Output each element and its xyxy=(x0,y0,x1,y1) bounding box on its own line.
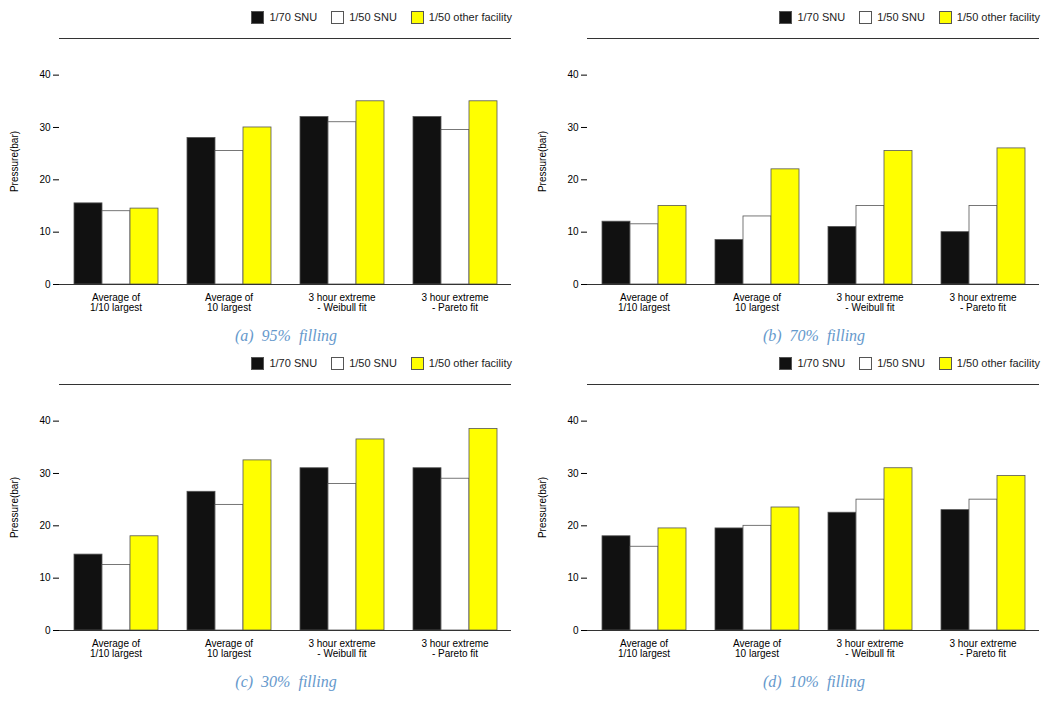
html-text:1/50 SNU: 1/50 SNU xyxy=(349,11,397,23)
svg-text:30: 30 xyxy=(39,468,51,479)
svg-text:40: 40 xyxy=(39,69,51,80)
svg-text:3 hour extreme- Pareto fit: 3 hour extreme- Pareto fit xyxy=(421,292,489,313)
html-text:(a) 95% filling: (a) 95% filling xyxy=(234,327,338,344)
svg-text:3 hour extreme- Weibull fit: 3 hour extreme- Weibull fit xyxy=(308,292,376,313)
svg-text:3 hour extreme- Weibull fit: 3 hour extreme- Weibull fit xyxy=(308,638,376,659)
svg-text:30: 30 xyxy=(567,468,579,479)
svg-text:0: 0 xyxy=(45,625,51,636)
svg-text:3 hour extreme- Pareto fit: 3 hour extreme- Pareto fit xyxy=(421,638,489,659)
svg-text:0: 0 xyxy=(573,279,579,290)
svg-text:Average of1/10 largest: Average of1/10 largest xyxy=(90,638,142,659)
svg-text:10: 10 xyxy=(567,572,579,583)
svg-text:3 hour extreme- Pareto fit: 3 hour extreme- Pareto fit xyxy=(949,638,1017,659)
html-text:1/50 SNU: 1/50 SNU xyxy=(877,11,925,23)
html-text:1/50 SNU: 1/50 SNU xyxy=(349,357,397,369)
html-text:1/50 other facility: 1/50 other facility xyxy=(428,11,512,23)
svg-text:10: 10 xyxy=(39,572,51,583)
svg-text:10: 10 xyxy=(567,226,579,237)
svg-text:40: 40 xyxy=(567,415,579,426)
svg-text:0: 0 xyxy=(45,279,51,290)
svg-text:40: 40 xyxy=(39,415,51,426)
html-text:1/70 SNU: 1/70 SNU xyxy=(797,357,846,369)
html-text:1/70 SNU: 1/70 SNU xyxy=(269,11,318,23)
html-text:(b) 70% filling: (b) 70% filling xyxy=(762,327,866,344)
svg-text:20: 20 xyxy=(567,174,579,185)
svg-text:Pressure(bar): Pressure(bar) xyxy=(537,131,548,192)
svg-text:30: 30 xyxy=(39,122,51,133)
svg-text:3 hour extreme- Pareto fit: 3 hour extreme- Pareto fit xyxy=(949,292,1017,313)
html-text:1/50 SNU: 1/50 SNU xyxy=(877,357,925,369)
svg-text:Average of1/10 largest: Average of1/10 largest xyxy=(90,292,142,313)
svg-text:Average of10 largest: Average of10 largest xyxy=(733,638,781,659)
svg-text:0: 0 xyxy=(573,625,579,636)
svg-text:Pressure(bar): Pressure(bar) xyxy=(9,131,20,192)
svg-text:30: 30 xyxy=(567,122,579,133)
svg-text:10: 10 xyxy=(39,226,51,237)
svg-text:40: 40 xyxy=(567,69,579,80)
svg-text:20: 20 xyxy=(39,174,51,185)
svg-text:20: 20 xyxy=(39,520,51,531)
html-text:(c) 30% filling: (c) 30% filling xyxy=(235,673,337,690)
html-text:(d) 10% filling: (d) 10% filling xyxy=(762,673,866,690)
html-text:1/50 other facility: 1/50 other facility xyxy=(956,11,1040,23)
svg-text:Average of1/10 largest: Average of1/10 largest xyxy=(618,638,670,659)
html-text:1/50 other facility: 1/50 other facility xyxy=(428,357,512,369)
svg-text:20: 20 xyxy=(567,520,579,531)
html-text:1/50 other facility: 1/50 other facility xyxy=(956,357,1040,369)
svg-text:Average of10 largest: Average of10 largest xyxy=(205,292,253,313)
svg-text:3 hour extreme- Weibull fit: 3 hour extreme- Weibull fit xyxy=(836,292,904,313)
svg-text:Pressure(bar): Pressure(bar) xyxy=(537,477,548,538)
svg-text:Average of10 largest: Average of10 largest xyxy=(205,638,253,659)
html-text:1/70 SNU: 1/70 SNU xyxy=(269,357,318,369)
html-text:1/70 SNU: 1/70 SNU xyxy=(797,11,846,23)
svg-text:Average of10 largest: Average of10 largest xyxy=(733,292,781,313)
svg-text:Pressure(bar): Pressure(bar) xyxy=(9,477,20,538)
svg-text:Average of1/10 largest: Average of1/10 largest xyxy=(618,292,670,313)
svg-text:3 hour extreme- Weibull fit: 3 hour extreme- Weibull fit xyxy=(836,638,904,659)
